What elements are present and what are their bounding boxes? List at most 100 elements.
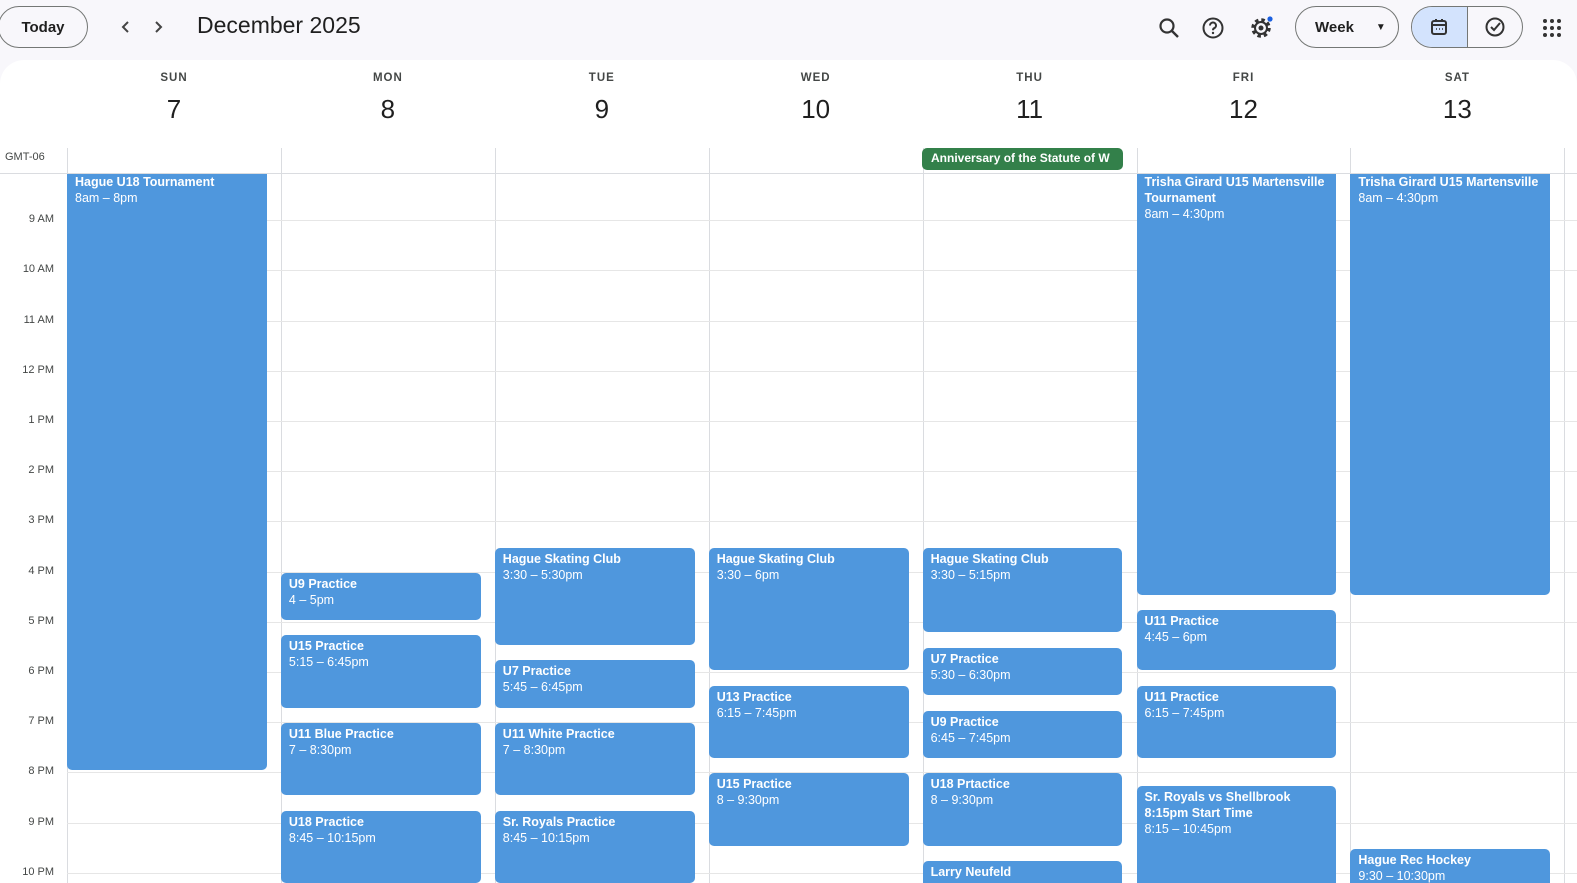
calendar-event[interactable]: Sr. Royals vs Shellbrook 8:15pm Start Ti… xyxy=(1136,785,1337,883)
calendar-event[interactable]: Hague Skating Club 3:30 – 5:30pm xyxy=(494,547,695,645)
chevron-right-icon[interactable] xyxy=(143,12,173,42)
calendar-event[interactable]: Hague Skating Club 3:30 – 5:15pm xyxy=(922,547,1123,633)
day-number[interactable]: 9 xyxy=(594,94,610,124)
day-number[interactable]: 11 xyxy=(1016,94,1044,124)
search-icon[interactable] xyxy=(1151,10,1187,46)
hour-label: 5 PM xyxy=(28,614,54,627)
event-title: Sr. Royals Practice xyxy=(502,815,616,830)
top-bar: Today December 2025 Week ▼ xyxy=(0,0,1577,56)
hour-label: 7 PM xyxy=(28,715,54,728)
view-toggle xyxy=(1411,6,1523,48)
calendar-event[interactable]: U18 Prtactice 8 – 9:30pm xyxy=(922,773,1123,846)
event-time: 6:15 – 7:45pm xyxy=(716,705,797,720)
day-number[interactable]: 7 xyxy=(166,94,182,124)
calendar-event[interactable]: U11 Practice 6:15 – 7:45pm xyxy=(1136,685,1337,758)
event-title: Trisha Girard U15 Martensville Tournamen… xyxy=(1144,175,1325,205)
event-title: U11 White Practice xyxy=(502,727,615,742)
calendar-event[interactable]: Hague Rec Hockey 9:30 – 10:30pm xyxy=(1350,848,1551,883)
day-of-week: FRI xyxy=(1232,72,1255,84)
event-time: 7 – 8:30pm xyxy=(288,743,352,758)
calendar-event[interactable]: U15 Practice 5:15 – 6:45pm xyxy=(280,635,481,708)
day-number[interactable]: 12 xyxy=(1229,94,1258,124)
event-title: Hague Rec Hockey xyxy=(1358,852,1471,867)
view-selector[interactable]: Week ▼ xyxy=(1295,6,1399,48)
timezone-label: GMT-06 xyxy=(5,151,45,163)
hour-line xyxy=(67,270,1577,272)
event-time: 6:45 – 7:45pm xyxy=(930,730,1011,745)
day-header[interactable]: MON 8 xyxy=(281,60,495,125)
calendar-event[interactable]: U13 Practice 6:15 – 7:45pm xyxy=(708,685,909,758)
calendar-event[interactable]: U7 Practice 5:45 – 6:45pm xyxy=(494,660,695,708)
tasks-check-icon[interactable] xyxy=(1468,7,1523,47)
event-time: 3:30 – 5:15pm xyxy=(930,567,1011,582)
day-number[interactable]: 13 xyxy=(1442,94,1472,124)
hour-label: 10 AM xyxy=(22,263,54,276)
event-title: U7 Practice xyxy=(930,651,999,666)
calendar-event[interactable]: U11 Practice 4:45 – 6pm xyxy=(1136,610,1337,670)
calendar-icon[interactable] xyxy=(1412,7,1468,47)
hour-line xyxy=(67,471,1577,473)
event-time: 8:45 – 10:15pm xyxy=(288,831,376,846)
caret-down-icon: ▼ xyxy=(1375,21,1386,33)
event-time: 4:45 – 6pm xyxy=(1144,630,1208,645)
day-header[interactable]: THU 11 xyxy=(923,60,1137,125)
event-time: 9:30 – 10:30pm xyxy=(1358,868,1446,883)
calendar-event[interactable]: U18 Practice 8:45 – 10:15pm xyxy=(280,811,481,883)
calendar-event[interactable]: U9 Practice 6:45 – 7:45pm xyxy=(922,710,1123,758)
calendar-event[interactable]: U15 Practice 8 – 9:30pm xyxy=(708,773,909,846)
hour-line xyxy=(67,320,1577,322)
calendar-event[interactable]: Trisha Girard U15 Martensville Tournamen… xyxy=(1136,174,1337,595)
gear-icon[interactable] xyxy=(1243,10,1279,46)
hour-label: 12 PM xyxy=(22,363,54,376)
day-header[interactable]: SUN 7 xyxy=(67,60,281,125)
day-divider xyxy=(708,148,710,883)
event-title: Trisha Girard U15 Martensville xyxy=(1358,175,1539,189)
day-header[interactable]: TUE 9 xyxy=(495,60,709,125)
calendar-event[interactable]: U11 White Practice 7 – 8:30pm xyxy=(494,723,695,796)
day-divider xyxy=(922,148,924,883)
calendar-event[interactable]: Larry Neufeld xyxy=(922,861,1123,883)
day-header[interactable]: FRI 12 xyxy=(1137,60,1351,125)
day-of-week: WED xyxy=(800,72,831,84)
event-title: U9 Practice xyxy=(930,714,999,729)
calendar-event[interactable]: Hague U18 Tournament 8am – 8pm xyxy=(67,174,267,771)
apps-grid-icon[interactable] xyxy=(1534,10,1570,46)
all-day-event[interactable]: Anniversary of the Statute of W xyxy=(922,148,1123,170)
help-icon[interactable] xyxy=(1195,10,1231,46)
event-title: U11 Practice xyxy=(1144,614,1219,629)
event-title: Sr. Royals vs Shellbrook 8:15pm Start Ti… xyxy=(1144,789,1291,820)
day-of-week: THU xyxy=(1016,72,1043,84)
event-time: 8 – 9:30pm xyxy=(716,793,780,808)
event-title: Hague U18 Tournament xyxy=(75,175,215,189)
chevron-left-icon[interactable] xyxy=(111,12,141,42)
calendar-event[interactable]: U7 Practice 5:30 – 6:30pm xyxy=(922,647,1123,696)
event-time: 4 – 5pm xyxy=(288,592,335,607)
event-title: U7 Practice xyxy=(502,664,571,679)
event-title: U11 Blue Practice xyxy=(288,727,394,742)
day-of-week: SAT xyxy=(1444,72,1470,84)
hour-label: 2 PM xyxy=(28,464,54,477)
time-grid: 8 AM 9 AM 10 AM 11 AM 12 PM 1 PM 2 PM 3 PM 4 PM 5… xyxy=(0,173,1577,883)
event-time: 7 – 8:30pm xyxy=(502,743,566,758)
day-header[interactable]: SAT 13 xyxy=(1350,60,1564,125)
hour-line xyxy=(67,370,1577,372)
calendar-event[interactable]: Sr. Royals Practice 8:45 – 10:15pm xyxy=(494,811,695,883)
calendar-event[interactable]: U9 Practice 4 – 5pm xyxy=(280,572,481,620)
calendar-event[interactable]: Hague Skating Club 3:30 – 6pm xyxy=(708,547,909,670)
event-time: 3:30 – 5:30pm xyxy=(502,567,583,582)
day-number[interactable]: 10 xyxy=(801,94,831,124)
event-time: 8:15 – 10:45pm xyxy=(1144,821,1232,836)
day-divider xyxy=(494,148,496,883)
day-header[interactable]: WED 10 xyxy=(709,60,923,125)
hour-label: 11 AM xyxy=(23,313,54,326)
calendar-event[interactable]: Trisha Girard U15 Martensville 8am – 4:30… xyxy=(1350,174,1551,595)
hour-line xyxy=(67,672,1577,673)
event-title: U15 Practice xyxy=(716,777,792,792)
event-title: U15 Practice xyxy=(288,639,364,654)
hour-label: 10 PM xyxy=(22,865,54,878)
view-label: Week xyxy=(1315,18,1354,36)
calendar-event[interactable]: U11 Blue Practice 7 – 8:30pm xyxy=(280,723,481,796)
today-button[interactable]: Today xyxy=(0,6,88,48)
day-number[interactable]: 8 xyxy=(380,94,396,124)
page-title: December 2025 xyxy=(197,12,361,38)
